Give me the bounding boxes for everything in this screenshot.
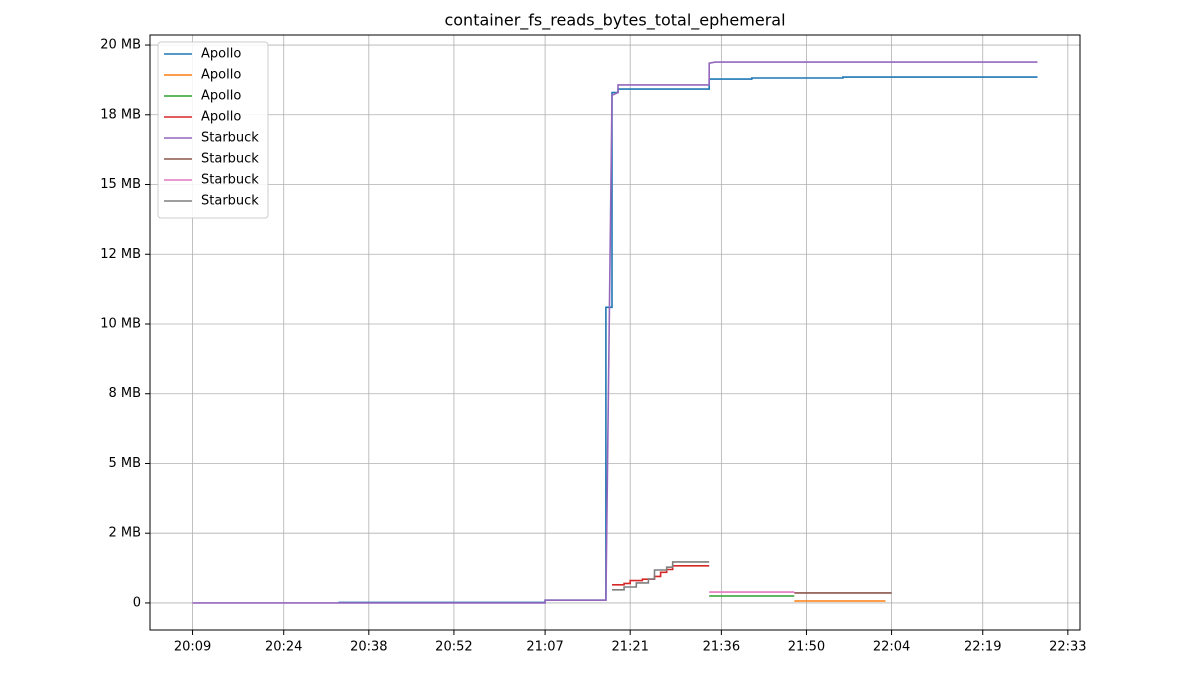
y-tick-label: 5 MB bbox=[108, 456, 141, 471]
legend-label: Apollo bbox=[201, 89, 241, 104]
y-tick-label: 20 MB bbox=[100, 38, 141, 53]
legend-label: Starbuck bbox=[201, 194, 259, 209]
x-tick-label: 21:07 bbox=[526, 640, 563, 655]
y-tick-label: 2 MB bbox=[108, 526, 141, 541]
legend-label: Apollo bbox=[201, 68, 241, 83]
y-tick-label: 12 MB bbox=[100, 247, 141, 262]
legend-label: Starbuck bbox=[201, 152, 259, 167]
legend-label: Apollo bbox=[201, 110, 241, 125]
x-tick-label: 20:38 bbox=[350, 640, 387, 655]
x-tick-label: 21:21 bbox=[611, 640, 648, 655]
series-line bbox=[338, 76, 1038, 604]
legend-label: Starbuck bbox=[201, 131, 259, 146]
series-line bbox=[192, 61, 1038, 604]
plot-frame bbox=[149, 34, 1081, 631]
x-tick-label: 20:24 bbox=[265, 640, 302, 655]
x-tick-label: 22:33 bbox=[1049, 640, 1086, 655]
legend-label: Starbuck bbox=[201, 173, 259, 188]
legend-box bbox=[157, 41, 269, 219]
series-line bbox=[612, 561, 710, 591]
chart-title: container_fs_reads_bytes_total_ephemeral bbox=[444, 11, 785, 31]
y-tick-label: 0 bbox=[133, 595, 141, 610]
y-tick-label: 18 MB bbox=[100, 107, 141, 122]
x-tick-label: 22:19 bbox=[964, 640, 1001, 655]
x-tick-label: 20:09 bbox=[174, 640, 211, 655]
y-tick-label: 10 MB bbox=[100, 316, 141, 331]
series-line bbox=[612, 565, 710, 586]
legend-label: Apollo bbox=[201, 47, 241, 62]
x-tick-label: 22:04 bbox=[873, 640, 910, 655]
y-tick-label: 15 MB bbox=[100, 177, 141, 192]
y-tick-label: 8 MB bbox=[108, 386, 141, 401]
x-tick-label: 21:36 bbox=[703, 640, 740, 655]
x-tick-label: 20:52 bbox=[435, 640, 472, 655]
x-tick-label: 21:50 bbox=[788, 640, 825, 655]
